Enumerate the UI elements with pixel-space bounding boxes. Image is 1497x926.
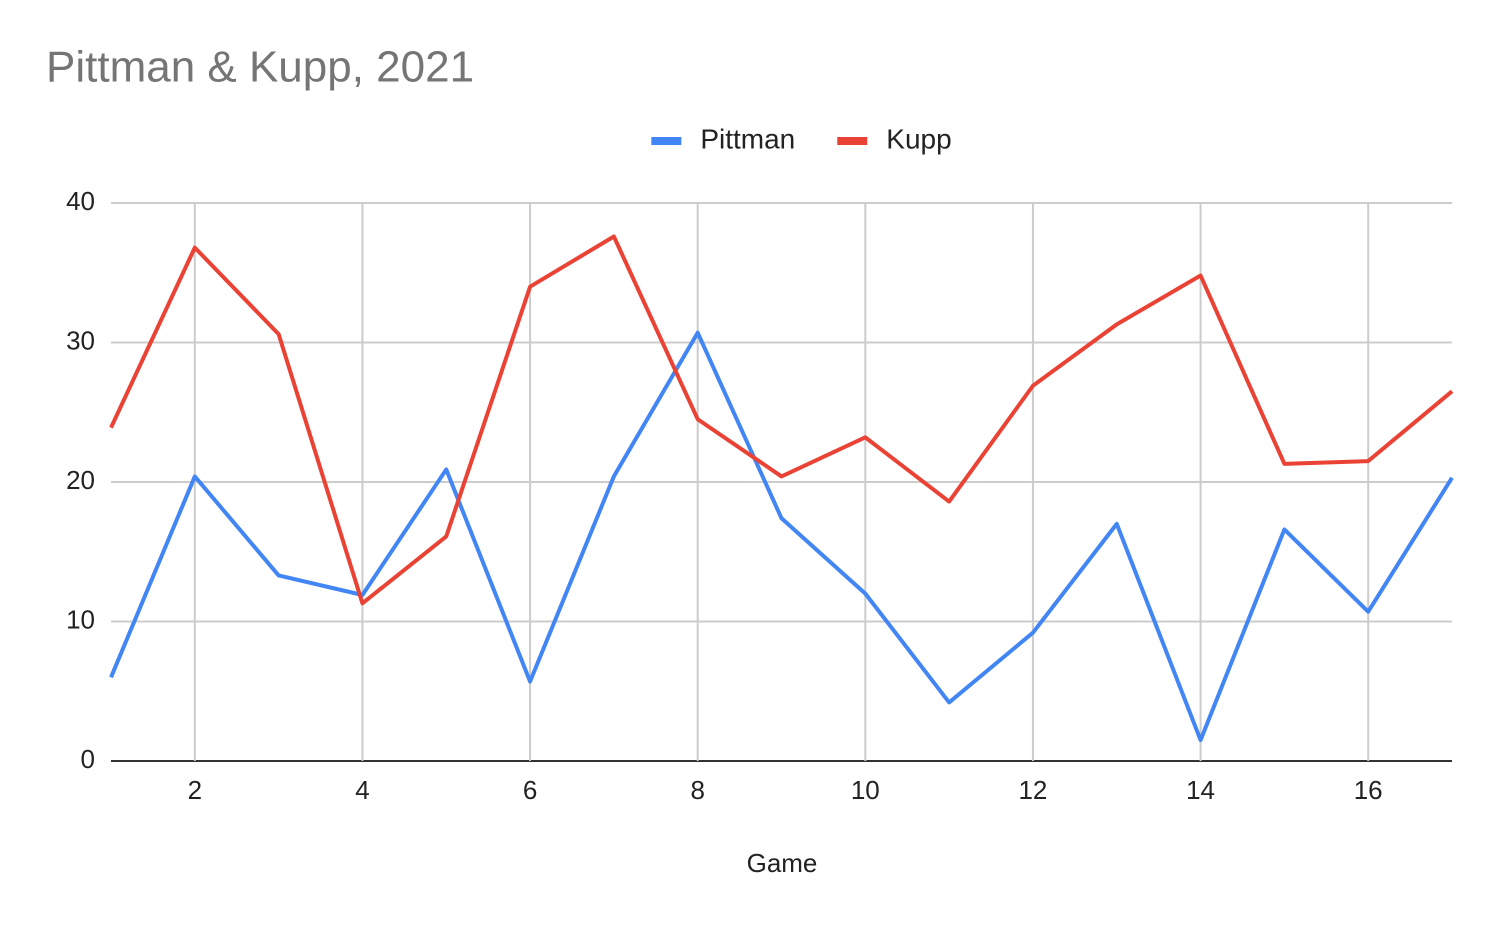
x-tick-label: 4: [355, 775, 369, 805]
y-tick-label: 30: [66, 325, 95, 355]
x-tick-label: 10: [851, 775, 880, 805]
y-tick-label: 40: [66, 186, 95, 216]
x-tick-label: 12: [1018, 775, 1047, 805]
legend-label: Pittman: [700, 123, 795, 154]
x-tick-label: 6: [523, 775, 537, 805]
chart-title: Pittman & Kupp, 2021: [46, 43, 474, 92]
legend-swatch: [651, 137, 682, 145]
x-tick-label: 14: [1186, 775, 1215, 805]
legend-swatch: [837, 137, 868, 145]
legend-label: Kupp: [886, 123, 951, 154]
x-axis-title: Game: [747, 848, 818, 878]
y-tick-label: 0: [81, 744, 95, 774]
y-tick-label: 10: [66, 604, 95, 634]
x-tick-label: 8: [690, 775, 704, 805]
line: [109, 234, 1454, 606]
line: [109, 330, 1454, 743]
y-tick-label: 20: [66, 465, 95, 495]
x-tick-label: 2: [188, 775, 202, 805]
x-tick-label: 16: [1354, 775, 1383, 805]
